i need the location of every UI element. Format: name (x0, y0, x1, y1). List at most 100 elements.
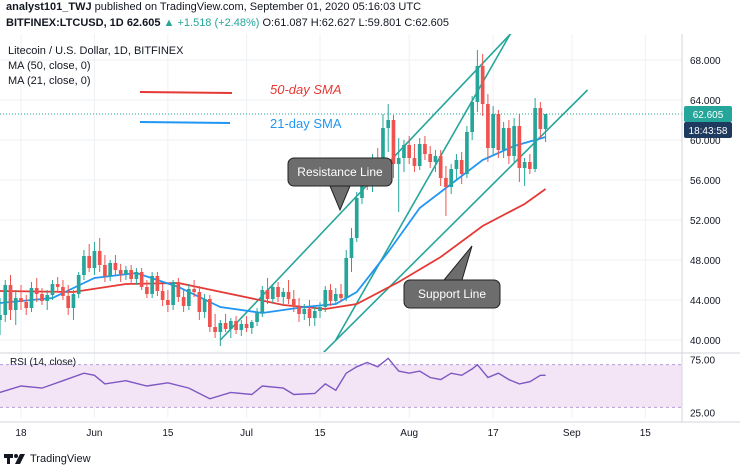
candle-body (528, 162, 532, 169)
candle-body (218, 323, 223, 332)
candle-body (402, 145, 406, 158)
x-tick-label: 15 (162, 428, 174, 439)
legend-ma50: MA (50, close, 0) (8, 60, 91, 72)
candle-body (223, 323, 228, 329)
x-tick-label: Jul (240, 428, 253, 439)
candle-body (213, 327, 217, 332)
x-tick-label: Jun (86, 428, 102, 439)
candle-body (97, 251, 102, 265)
rsi-tick-label: 25.00 (690, 409, 715, 420)
x-tick-label: 17 (488, 428, 500, 439)
price-chart[interactable]: 40.000 44.000 48.000 52.000 56.000 60.000 64.0… (0, 34, 740, 469)
channel-line (335, 34, 512, 341)
x-tick-label: Sep (563, 428, 581, 439)
candle-body (543, 114, 548, 129)
candle-body (145, 287, 149, 294)
candle-body (61, 287, 65, 296)
candle-body (155, 276, 160, 291)
countdown-badge (684, 122, 732, 138)
candle-body (344, 258, 349, 298)
candle-body (82, 256, 86, 275)
sma21-key-line (139, 121, 231, 124)
candle-body (118, 270, 123, 274)
x-tick-label: 15 (314, 428, 326, 439)
rsi-band (0, 364, 682, 408)
candle-body (323, 290, 328, 307)
candle-body (480, 66, 485, 104)
candle-body (407, 145, 412, 158)
candle-body (433, 156, 438, 162)
candle-body (349, 238, 354, 258)
candle-body (249, 322, 254, 328)
candle-body (24, 302, 29, 308)
chart-area[interactable]: 40.000 44.000 48.000 52.000 56.000 60.000 64.0… (0, 34, 740, 469)
rsi-label: RSI (14, close) (10, 357, 76, 368)
candle-body (312, 311, 317, 318)
author-name[interactable]: analyst101_TWJ (6, 1, 92, 13)
candle-body (234, 321, 238, 330)
candle-body (8, 285, 13, 310)
candle-body (192, 289, 196, 292)
candle-body (333, 294, 338, 301)
candle-body (76, 275, 81, 294)
candle-body (428, 154, 433, 162)
candle-body (113, 263, 118, 270)
candle-body (265, 290, 270, 299)
candle-body (328, 290, 333, 301)
candle-body (302, 309, 307, 314)
candle-body (386, 120, 391, 128)
candle-body (391, 120, 396, 164)
candle-body (507, 128, 511, 156)
rsi-tick-label: 75.00 (690, 355, 715, 366)
candle-body (187, 289, 191, 306)
candle-body (297, 307, 301, 314)
candle-body (92, 251, 97, 268)
rsi-line (0, 357, 546, 400)
x-tick-label: 18 (15, 428, 27, 439)
candle-body (228, 321, 233, 329)
candle-body (318, 307, 322, 311)
candle-body (444, 178, 448, 187)
candle-body (475, 66, 480, 102)
candle-body (208, 299, 212, 327)
candle-body (307, 309, 312, 318)
candle-body (45, 295, 50, 301)
candle-body (19, 298, 23, 302)
candle-body (129, 270, 133, 279)
candle-body (34, 288, 39, 294)
symbol-header: BITFINEX:LTCUSD, 1D 62.605 ▲ +1.518 (+2.… (6, 17, 449, 29)
candle-body (150, 276, 154, 294)
y-tick-label: 48.000 (690, 256, 721, 267)
tradingview-logo-icon (4, 454, 25, 464)
candle-body (438, 156, 443, 178)
current-price-badge (684, 106, 732, 122)
candle-body (496, 114, 501, 150)
legend-ma21: MA (21, close, 0) (8, 75, 91, 87)
tradingview-footer[interactable]: TradingView (4, 453, 91, 465)
y-tick-label: 64.000 (690, 96, 721, 107)
candle-body (13, 298, 18, 310)
candle-body (0, 315, 2, 320)
candle-body (517, 126, 522, 168)
candle-body (260, 290, 265, 313)
candle-body (71, 294, 76, 308)
sma50-annotation: 50-day SMA (270, 82, 342, 97)
sma21-annotation: 21-day SMA (270, 116, 342, 131)
candle-body (423, 144, 427, 154)
candle-body (181, 297, 186, 306)
candle-body (396, 158, 401, 164)
ohlc-values: O:61.087 H:62.627 L:59.801 C:62.605 (262, 17, 450, 29)
candle-body (533, 108, 537, 169)
candle-body (255, 313, 259, 322)
symbol-name: BITFINEX:LTCUSD, 1D (6, 17, 124, 29)
y-tick-label: 44.000 (690, 296, 721, 307)
legend-title: Litecoin / U.S. Dollar, 1D, BITFINEX (8, 45, 184, 57)
candle-body (239, 324, 244, 330)
candle-body (244, 324, 249, 328)
candle-body (103, 265, 107, 276)
resistance-callout (287, 157, 393, 187)
candle-body (108, 263, 113, 276)
candle-body (55, 284, 60, 287)
candle-body (276, 287, 280, 297)
last-price: 62.605 (126, 17, 161, 29)
